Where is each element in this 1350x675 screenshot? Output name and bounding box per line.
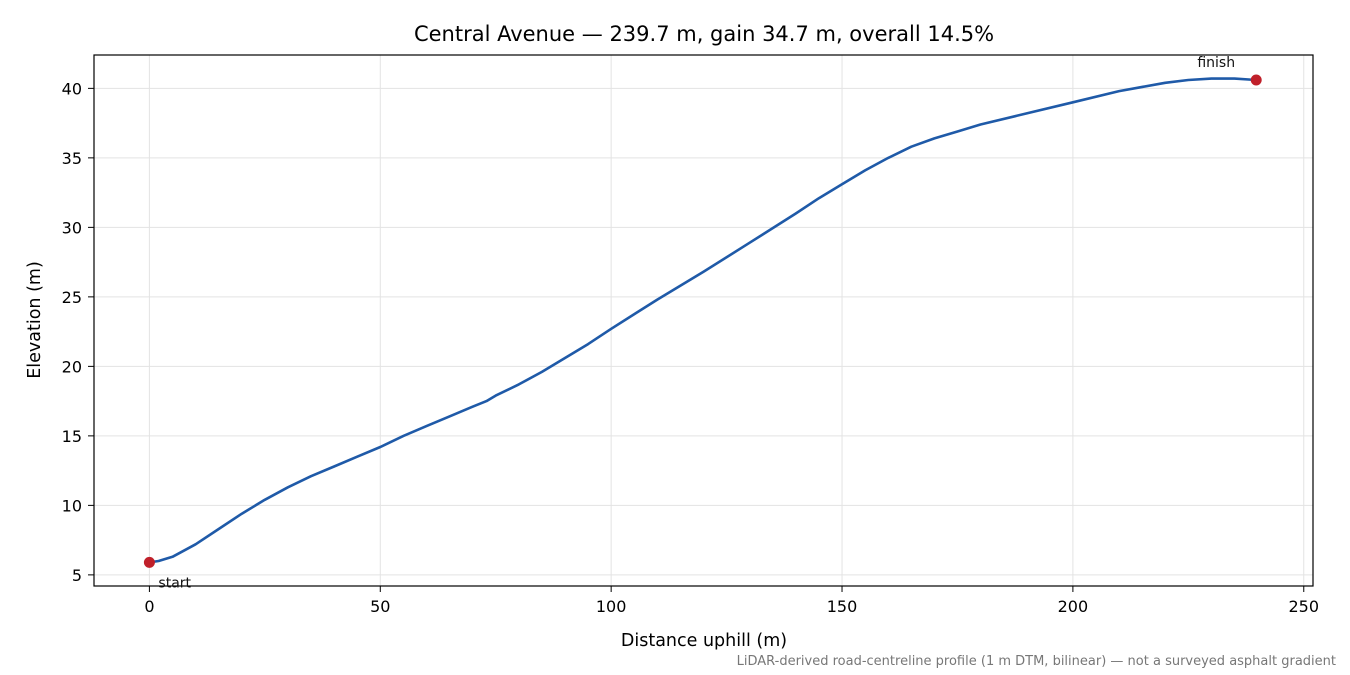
grid-lines — [94, 55, 1313, 586]
x-tick-label: 200 — [1058, 597, 1089, 616]
x-tick-label: 50 — [370, 597, 390, 616]
y-tick-label: 25 — [62, 288, 82, 307]
x-tick-label: 150 — [827, 597, 858, 616]
marker-layer: start finish — [143, 55, 1262, 591]
plot-border — [93, 54, 1314, 587]
start-marker — [143, 556, 155, 568]
y-tick-label: 20 — [62, 357, 82, 376]
finish-label: finish — [1197, 55, 1235, 71]
y-axis: 5 10 15 20 25 30 35 40 — [62, 79, 94, 585]
series-layer — [148, 77, 1258, 564]
elevation-line — [148, 77, 1258, 564]
chart-title: Central Avenue — 239.7 m, gain 34.7 m, o… — [414, 22, 994, 46]
y-axis-label: Elevation (m) — [25, 261, 45, 379]
y-tick-label: 10 — [62, 496, 82, 515]
x-tick-label: 100 — [596, 597, 627, 616]
y-tick-label: 15 — [62, 427, 82, 446]
y-tick-label: 40 — [62, 79, 82, 98]
y-tick-label: 5 — [72, 566, 82, 585]
y-tick-label: 35 — [62, 149, 82, 168]
x-tick-label: 0 — [144, 597, 154, 616]
start-label: start — [158, 575, 191, 591]
finish-marker — [1250, 74, 1262, 86]
plot-area — [93, 54, 1314, 587]
footnote: LiDAR-derived road-centreline profile (1… — [737, 654, 1336, 669]
x-tick-label: 250 — [1288, 597, 1319, 616]
y-tick-label: 30 — [62, 218, 82, 237]
x-axis-label: Distance uphill (m) — [621, 631, 787, 651]
x-axis: 0 50 100 150 200 250 — [144, 586, 1319, 616]
